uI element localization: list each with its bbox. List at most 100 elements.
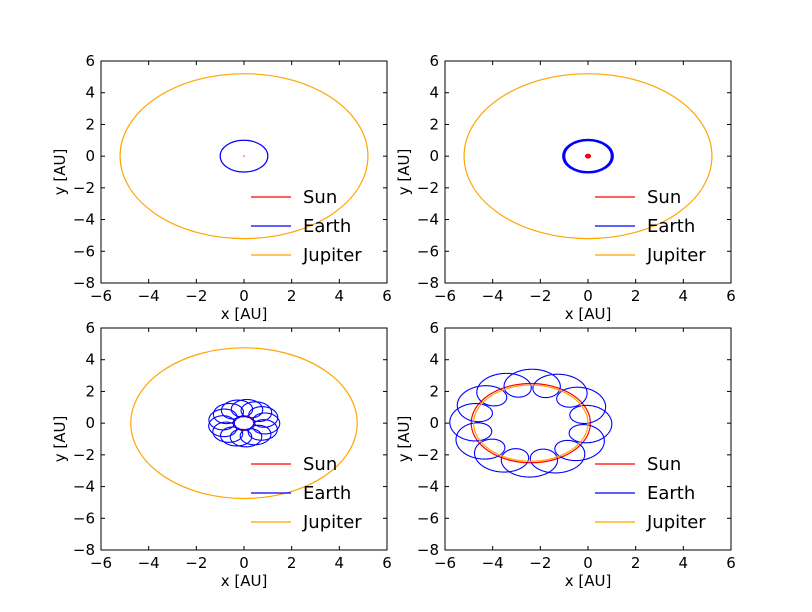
series-earth-orbit: [219, 139, 269, 173]
legend: Sun Earth Jupiter: [595, 187, 706, 266]
x-tick-label: 2: [287, 554, 297, 572]
y-tick-label: −6: [417, 242, 439, 260]
series-jupiter-orbit: [472, 384, 589, 462]
x-tick-label: 4: [335, 554, 345, 572]
x-tick-label: 6: [382, 287, 392, 305]
y-tick-label: 6: [85, 319, 95, 337]
y-tick-label: 6: [429, 319, 439, 337]
series-sun-orbit: [470, 382, 591, 464]
series-jupiter-orbit: [130, 347, 358, 500]
y-tick-label: 6: [85, 52, 95, 70]
series-sun-orbit: [584, 153, 592, 159]
legend-label-jupiter: Jupiter: [302, 512, 362, 533]
x-tick-label: −6: [90, 554, 112, 572]
x-tick-label: −2: [185, 287, 207, 305]
plot-area: [449, 368, 613, 478]
x-tick-label: −6: [434, 287, 456, 305]
x-tick-label: 6: [726, 554, 736, 572]
y-tick-label: −6: [73, 242, 95, 260]
y-axis-label: y [AU]: [51, 149, 69, 196]
legend-label-earth: Earth: [647, 216, 695, 237]
x-tick-label: −2: [529, 287, 551, 305]
x-tick-label: 6: [382, 554, 392, 572]
legend: Sun Earth Jupiter: [251, 454, 362, 533]
x-tick-label: 6: [726, 287, 736, 305]
x-tick-label: 2: [631, 287, 641, 305]
x-tick-label: −4: [138, 287, 160, 305]
y-tick-label: 2: [85, 115, 95, 133]
y-tick-label: 2: [85, 382, 95, 400]
x-axis-label: x [AU]: [221, 572, 268, 590]
series-earth-orbit: [562, 138, 614, 174]
y-tick-label: 4: [429, 351, 439, 369]
series-sun-point: [243, 155, 245, 157]
series-jupiter-orbit: [119, 73, 369, 240]
legend-label-jupiter: Jupiter: [646, 512, 706, 533]
x-axis-label: x [AU]: [565, 572, 612, 590]
y-tick-label: 4: [429, 84, 439, 102]
x-tick-label: −2: [529, 554, 551, 572]
x-tick-label: 2: [287, 287, 297, 305]
legend-label-earth: Earth: [647, 483, 695, 504]
x-tick-label: 0: [239, 287, 249, 305]
x-tick-label: 4: [679, 554, 689, 572]
x-axis-label: x [AU]: [565, 305, 612, 323]
y-tick-label: −6: [417, 509, 439, 527]
legend-label-earth: Earth: [303, 483, 351, 504]
x-tick-label: 0: [583, 554, 593, 572]
y-tick-label: −2: [417, 446, 439, 464]
plot-area: [463, 73, 713, 240]
series-earth-trajectory: [208, 398, 281, 448]
y-tick-label: 4: [85, 351, 95, 369]
x-tick-label: −6: [434, 554, 456, 572]
x-tick-label: −4: [482, 287, 504, 305]
legend-label-jupiter: Jupiter: [302, 245, 362, 266]
y-tick-label: 0: [85, 147, 95, 165]
legend-label-sun: Sun: [647, 187, 681, 208]
x-tick-label: 0: [239, 554, 249, 572]
y-tick-label: 4: [85, 84, 95, 102]
x-tick-label: 4: [335, 287, 345, 305]
x-tick-label: 0: [583, 287, 593, 305]
legend: Sun Earth Jupiter: [595, 454, 706, 533]
plot-area: [119, 73, 369, 240]
x-axis-label: x [AU]: [221, 305, 268, 323]
x-tick-label: −4: [482, 554, 504, 572]
x-tick-label: −6: [90, 287, 112, 305]
y-tick-label: 0: [429, 414, 439, 432]
y-tick-label: −8: [417, 541, 439, 559]
y-tick-label: −4: [73, 211, 95, 229]
y-tick-label: 0: [85, 414, 95, 432]
x-tick-label: 4: [679, 287, 689, 305]
y-tick-label: −4: [417, 211, 439, 229]
y-tick-label: −8: [417, 274, 439, 292]
y-tick-label: −6: [73, 509, 95, 527]
y-axis-label: y [AU]: [51, 416, 69, 463]
x-tick-label: −4: [138, 554, 160, 572]
y-tick-label: 2: [429, 115, 439, 133]
legend: Sun Earth Jupiter: [251, 187, 362, 266]
legend-label-earth: Earth: [303, 216, 351, 237]
y-tick-label: −4: [73, 478, 95, 496]
y-tick-label: −8: [73, 541, 95, 559]
y-tick-label: −2: [417, 179, 439, 197]
y-tick-label: −2: [73, 179, 95, 197]
y-tick-label: −2: [73, 446, 95, 464]
y-tick-label: 0: [429, 147, 439, 165]
series-jupiter-orbit: [463, 73, 713, 240]
legend-label-sun: Sun: [303, 454, 337, 475]
y-tick-label: −4: [417, 478, 439, 496]
y-tick-label: 6: [429, 52, 439, 70]
y-axis-label: y [AU]: [395, 416, 413, 463]
plot-area: [130, 347, 358, 500]
y-tick-label: −8: [73, 274, 95, 292]
legend-label-jupiter: Jupiter: [646, 245, 706, 266]
y-axis-label: y [AU]: [395, 149, 413, 196]
legend-label-sun: Sun: [303, 187, 337, 208]
y-tick-label: 2: [429, 382, 439, 400]
legend-label-sun: Sun: [647, 454, 681, 475]
